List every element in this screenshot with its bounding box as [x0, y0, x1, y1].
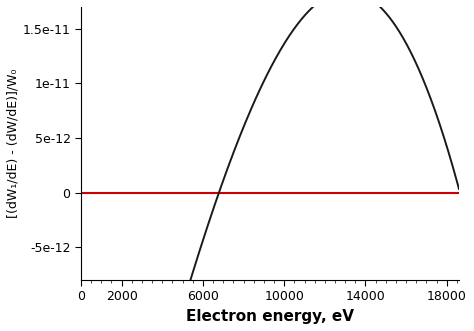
- X-axis label: Electron energy, eV: Electron energy, eV: [186, 309, 354, 324]
- Y-axis label: [(dW₁/dE) - (dW/dE)]/W₀: [(dW₁/dE) - (dW/dE)]/W₀: [7, 69, 20, 218]
